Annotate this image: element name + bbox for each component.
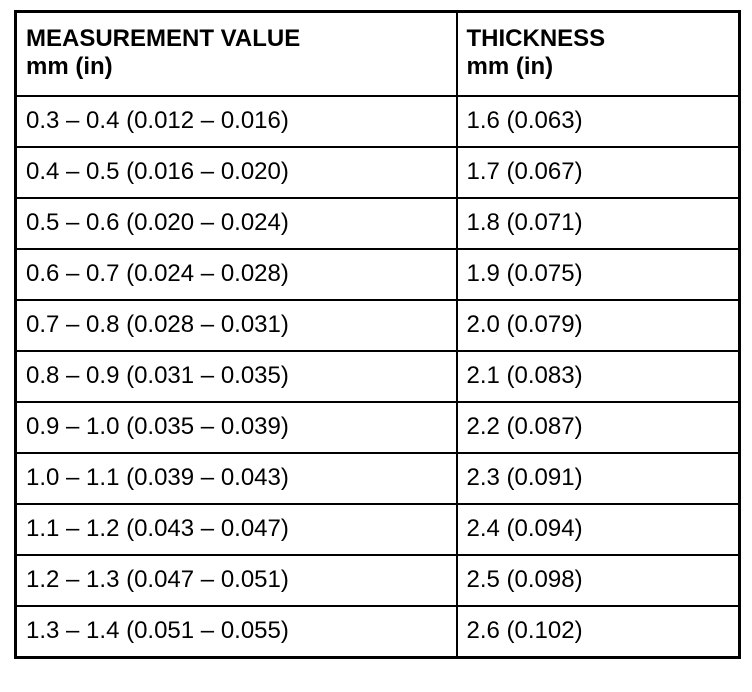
thickness-cell: 1.8 (0.071) bbox=[455, 197, 741, 250]
thickness-cell: 2.6 (0.102) bbox=[455, 605, 741, 659]
table-header-row: MEASUREMENT VALUE mm (in) THICKNESS mm (… bbox=[14, 10, 741, 97]
measurement-value-header: MEASUREMENT VALUE mm (in) bbox=[14, 10, 458, 97]
thickness-cell: 2.5 (0.098) bbox=[455, 554, 741, 607]
measurement-value-cell: 0.4 – 0.5 (0.016 – 0.020) bbox=[14, 146, 458, 199]
table-row: 0.4 – 0.5 (0.016 – 0.020) 1.7 (0.067) bbox=[14, 146, 741, 199]
thickness-cell: 1.6 (0.063) bbox=[455, 95, 741, 148]
thickness-cell: 2.2 (0.087) bbox=[455, 401, 741, 454]
measurement-value-cell: 0.3 – 0.4 (0.012 – 0.016) bbox=[14, 95, 458, 148]
measurement-value-header-unit: mm (in) bbox=[26, 53, 113, 80]
measurement-value-cell: 1.2 – 1.3 (0.047 – 0.051) bbox=[14, 554, 458, 607]
measurement-value-cell: 0.6 – 0.7 (0.024 – 0.028) bbox=[14, 248, 458, 301]
table-row: 1.1 – 1.2 (0.043 – 0.047) 2.4 (0.094) bbox=[14, 503, 741, 556]
table-row: 1.2 – 1.3 (0.047 – 0.051) 2.5 (0.098) bbox=[14, 554, 741, 607]
table-row: 0.7 – 0.8 (0.028 – 0.031) 2.0 (0.079) bbox=[14, 299, 741, 352]
table-row: 0.5 – 0.6 (0.020 – 0.024) 1.8 (0.071) bbox=[14, 197, 741, 250]
measurement-value-cell: 1.3 – 1.4 (0.051 – 0.055) bbox=[14, 605, 458, 659]
table-header: MEASUREMENT VALUE mm (in) THICKNESS mm (… bbox=[14, 10, 741, 97]
thickness-header-title: THICKNESS bbox=[466, 25, 606, 52]
table-row: 1.3 – 1.4 (0.051 – 0.055) 2.6 (0.102) bbox=[14, 605, 741, 659]
thickness-cell: 2.1 (0.083) bbox=[455, 350, 741, 403]
measurement-value-cell: 0.9 – 1.0 (0.035 – 0.039) bbox=[14, 401, 458, 454]
thickness-cell: 1.7 (0.067) bbox=[455, 146, 741, 199]
measurement-value-cell: 0.7 – 0.8 (0.028 – 0.031) bbox=[14, 299, 458, 352]
table-row: 0.9 – 1.0 (0.035 – 0.039) 2.2 (0.087) bbox=[14, 401, 741, 454]
table-row: 0.6 – 0.7 (0.024 – 0.028) 1.9 (0.075) bbox=[14, 248, 741, 301]
table-row: 1.0 – 1.1 (0.039 – 0.043) 2.3 (0.091) bbox=[14, 452, 741, 505]
table-row: 0.8 – 0.9 (0.031 – 0.035) 2.1 (0.083) bbox=[14, 350, 741, 403]
measurement-value-cell: 1.0 – 1.1 (0.039 – 0.043) bbox=[14, 452, 458, 505]
thickness-cell: 2.3 (0.091) bbox=[455, 452, 741, 505]
measurement-value-header-title: MEASUREMENT VALUE bbox=[26, 25, 301, 52]
table-body: 0.3 – 0.4 (0.012 – 0.016) 1.6 (0.063) 0.4 … bbox=[14, 95, 741, 659]
measurement-value-cell: 1.1 – 1.2 (0.043 – 0.047) bbox=[14, 503, 458, 556]
measurement-thickness-table: MEASUREMENT VALUE mm (in) THICKNESS mm (… bbox=[14, 10, 741, 659]
thickness-cell: 2.0 (0.079) bbox=[455, 299, 741, 352]
thickness-header-unit: mm (in) bbox=[466, 53, 554, 80]
thickness-cell: 1.9 (0.075) bbox=[455, 248, 741, 301]
measurement-value-cell: 0.8 – 0.9 (0.031 – 0.035) bbox=[14, 350, 458, 403]
thickness-cell: 2.4 (0.094) bbox=[455, 503, 741, 556]
measurement-value-cell: 0.5 – 0.6 (0.020 – 0.024) bbox=[14, 197, 458, 250]
thickness-header: THICKNESS mm (in) bbox=[455, 10, 741, 97]
table-row: 0.3 – 0.4 (0.012 – 0.016) 1.6 (0.063) bbox=[14, 95, 741, 148]
